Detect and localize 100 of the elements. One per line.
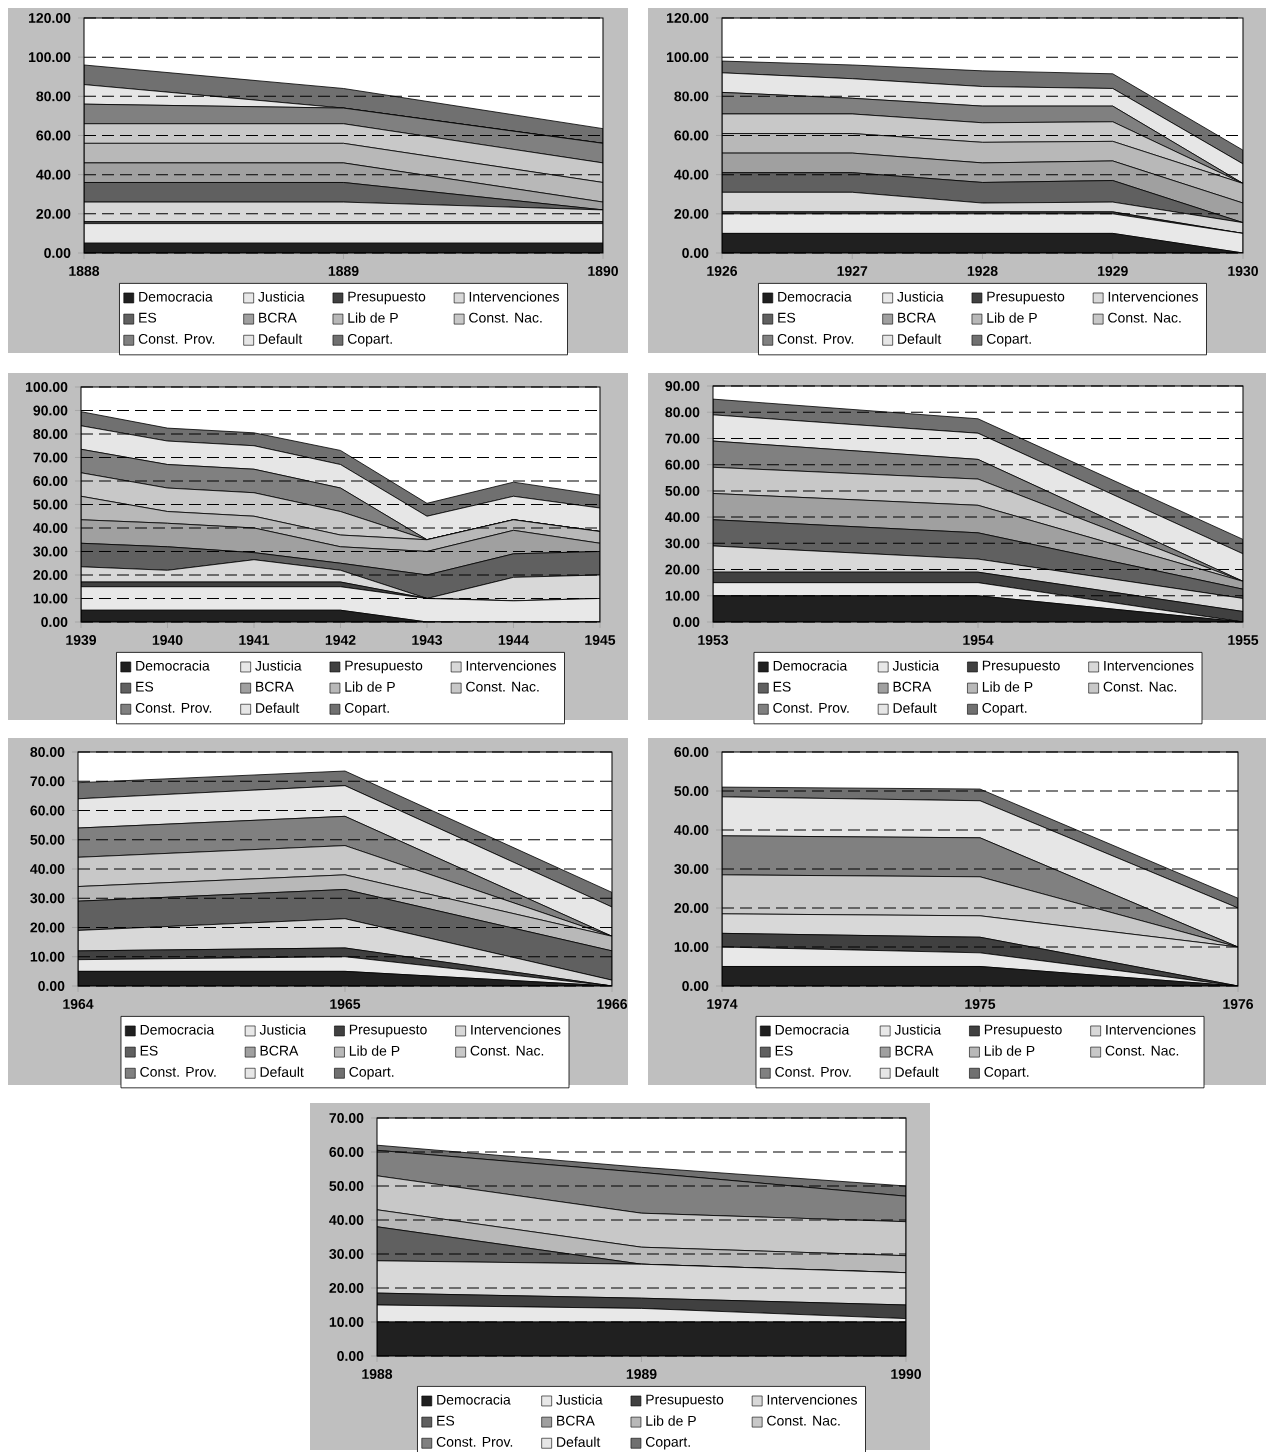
legend-label: Copart.	[349, 1066, 394, 1080]
y-tick-label: 60.00	[30, 805, 65, 816]
x-tick-label: 1974	[707, 999, 738, 1009]
x-tick-label: 1890	[588, 266, 618, 276]
legend-label: Democracia	[140, 1024, 215, 1035]
legend-label: ES	[778, 312, 796, 323]
legend-label: ES	[140, 1045, 158, 1056]
legend-label: Democracia	[775, 1024, 850, 1035]
legend-label: BCRA	[256, 681, 294, 692]
y-tick-label: 60.00	[674, 747, 709, 757]
x-tick-label: 1944	[498, 635, 529, 645]
legend-label: Default	[557, 1436, 601, 1447]
y-tick-label: 80.00	[665, 407, 700, 418]
legend-label: Intervenciones	[469, 291, 559, 302]
legend-label: Default	[895, 1066, 939, 1077]
legend-label: Intervenciones	[1106, 1024, 1196, 1035]
legend-label: Democracia	[139, 291, 213, 302]
legend-label: Lib de P	[646, 1415, 696, 1426]
legend-label: Lib de P	[349, 1045, 400, 1056]
x-tick-label: 1964	[63, 999, 94, 1009]
x-tick-label: 1975	[965, 999, 996, 1009]
x-tick-label: 1926	[707, 266, 738, 276]
legend-label: Intervenciones	[1104, 660, 1194, 671]
y-tick-label: 50.00	[665, 485, 700, 496]
legend-label: Justicia	[897, 291, 944, 302]
legend-label: Const. Nac.	[767, 1415, 840, 1426]
y-tick-label: 10.00	[665, 590, 700, 601]
y-tick-label: 20.00	[665, 564, 700, 575]
legend-label: Copart.	[984, 1066, 1029, 1080]
y-tick-label: 120.00	[666, 13, 709, 23]
x-tick-label: 1927	[837, 266, 868, 276]
x-tick-label: 1941	[239, 635, 270, 645]
legend-label: Const. Nac.	[1108, 312, 1181, 323]
y-tick-label: 70.00	[665, 433, 700, 444]
x-tick-label: 1953	[698, 635, 729, 645]
y-tick-label: 40.00	[665, 512, 700, 523]
legend-label: ES	[775, 1045, 793, 1056]
x-tick-label: 1930	[1228, 266, 1258, 276]
y-tick-label: 30.00	[33, 546, 68, 557]
y-tick-label: 10.00	[674, 942, 709, 952]
x-tick-label: 1988	[362, 1369, 393, 1379]
legend-label: Justicia	[259, 1024, 307, 1035]
legend-label: Presupuesto	[982, 660, 1060, 674]
legend-label: Const. Nac.	[469, 312, 542, 323]
y-tick-label: 20.00	[674, 903, 709, 913]
legend-label: Presupuesto	[349, 1024, 427, 1038]
legend-label: Const. Nac.	[470, 1045, 544, 1056]
legend-label: Copart.	[645, 1436, 690, 1450]
y-tick-label: 80.00	[36, 91, 71, 102]
y-tick-label: 20.00	[329, 1283, 364, 1293]
y-tick-label: 90.00	[665, 381, 700, 391]
legend-label: Const. Nac.	[1105, 1045, 1179, 1056]
y-tick-label: 0.00	[41, 617, 68, 627]
x-tick-label: 1955	[1228, 635, 1259, 645]
x-tick-label: 1989	[626, 1369, 657, 1379]
legend-label: BCRA	[259, 312, 297, 323]
y-tick-label: 40.00	[30, 864, 65, 874]
legend-label: Democracia	[773, 660, 848, 671]
legend-label: Copart.	[347, 333, 392, 347]
legend-label: Justicia	[258, 291, 305, 302]
x-tick-label: 1945	[585, 635, 616, 645]
legend-label: Presupuesto	[345, 660, 423, 674]
legend-label: Intervenciones	[1108, 291, 1198, 302]
y-tick-label: 80.00	[674, 91, 709, 102]
legend-label: Presupuesto	[646, 1394, 724, 1408]
y-tick-label: 120.00	[28, 13, 71, 23]
y-tick-label: 50.00	[33, 499, 68, 510]
y-tick-label: 60.00	[665, 459, 700, 470]
legend-label: BCRA	[260, 1045, 299, 1056]
legend-label: Lib de P	[982, 681, 1033, 692]
y-tick-label: 80.00	[33, 429, 68, 439]
y-tick-label: 40.00	[33, 523, 68, 533]
y-tick-label: 50.00	[329, 1181, 364, 1191]
y-tick-label: 0.00	[673, 617, 700, 627]
y-tick-label: 70.00	[33, 452, 68, 463]
y-tick-label: 30.00	[30, 893, 65, 904]
legend-label: Default	[256, 702, 300, 713]
y-tick-label: 40.00	[674, 169, 709, 180]
y-tick-label: 60.00	[329, 1147, 364, 1157]
y-tick-label: 10.00	[33, 593, 68, 604]
y-tick-label: 30.00	[674, 864, 709, 874]
y-tick-label: 30.00	[329, 1249, 364, 1259]
y-tick-label: 20.00	[30, 922, 65, 933]
legend-label: Const. Prov.	[138, 333, 215, 344]
legend-label: BCRA	[557, 1415, 595, 1426]
legend-label: Default	[260, 1066, 304, 1077]
legend-label: Lib de P	[984, 1045, 1035, 1056]
y-tick-label: 90.00	[33, 405, 68, 416]
y-tick-label: 60.00	[36, 130, 71, 141]
x-tick-label: 1965	[330, 999, 361, 1009]
y-tick-label: 40.00	[36, 169, 71, 180]
y-tick-label: 30.00	[665, 538, 700, 549]
y-tick-label: 0.00	[38, 981, 65, 991]
legend-label: Const. Nac.	[466, 681, 539, 692]
legend-label: Lib de P	[345, 681, 395, 692]
x-tick-label: 1939	[66, 635, 97, 645]
legend-label: Intervenciones	[767, 1394, 857, 1405]
y-tick-label: 70.00	[329, 1113, 364, 1123]
legend-label: Democracia	[437, 1394, 511, 1405]
legend-label: Copart.	[986, 333, 1031, 347]
